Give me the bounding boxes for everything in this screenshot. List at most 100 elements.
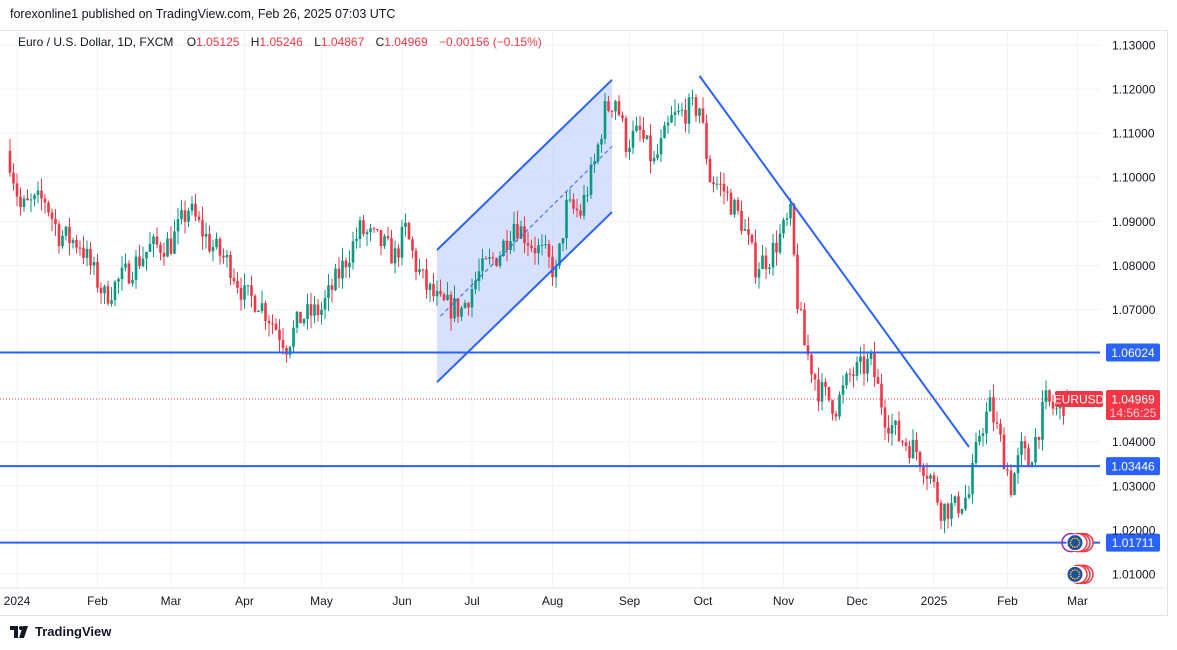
candle-body [708, 158, 712, 183]
candle-body [148, 244, 152, 252]
candle-body [439, 290, 442, 295]
candle-body [638, 125, 642, 130]
candle-body [750, 234, 754, 243]
candle-body [859, 356, 862, 362]
candle-body [460, 307, 463, 317]
candle-body [488, 257, 491, 259]
candle-body [201, 219, 204, 237]
x-tick-label: Jul [464, 594, 479, 608]
candle-body [712, 182, 715, 184]
candle-body [652, 158, 656, 162]
candle-body [964, 497, 967, 510]
symbol-name[interactable]: Euro / U.S. Dollar, 1D, FXCM [18, 35, 174, 49]
candle-body [477, 271, 481, 281]
candle-body [883, 407, 887, 428]
candle-body [999, 423, 1002, 435]
close-value: 1.04969 [384, 35, 428, 49]
candle-body [974, 441, 978, 464]
y-tick-label: 1.02000 [1112, 523, 1156, 537]
candle-body [435, 290, 439, 297]
chart-frame [0, 30, 1168, 616]
candle-body [78, 247, 82, 249]
candle-body [369, 228, 372, 233]
candle-body [950, 502, 953, 519]
candle-body [901, 440, 904, 443]
candle-body [610, 110, 614, 112]
candle-body [470, 289, 474, 308]
candle-body [134, 256, 138, 280]
bar-countdown: 14:56:25 [1110, 406, 1157, 420]
candle-body [169, 238, 173, 254]
candle-body [957, 496, 960, 514]
candle-body [260, 303, 264, 312]
candle-body [572, 199, 575, 209]
x-tick-label: Nov [773, 594, 794, 608]
candle-body [834, 413, 838, 417]
candle-body [558, 243, 561, 266]
candle-body [621, 115, 624, 119]
candle-body [869, 351, 873, 359]
candle-body [232, 277, 236, 281]
candle-body [992, 397, 995, 423]
candle-body [449, 294, 453, 319]
candle-body [761, 255, 764, 270]
y-tick-label: 1.04000 [1112, 435, 1156, 449]
low-value: 1.04867 [320, 35, 365, 49]
eu-star-icon [1074, 537, 1076, 539]
candle-body [1016, 455, 1020, 474]
candle-body [29, 199, 33, 201]
candle-body [267, 320, 271, 324]
candle-body [995, 422, 999, 424]
candle-body [26, 198, 29, 201]
candle-body [687, 97, 691, 124]
candle-body [316, 304, 320, 315]
x-tick-label: Feb [997, 594, 1018, 608]
candle-body [302, 319, 306, 324]
candle-body [383, 236, 386, 247]
eu-star-icon [1078, 575, 1080, 578]
channel-lower-line [436, 211, 613, 383]
candle-body [600, 138, 603, 145]
candle-body [918, 452, 922, 467]
candle-body [453, 298, 456, 319]
candle-body [327, 285, 330, 299]
tradingview-brand[interactable]: TradingView [35, 624, 112, 639]
candle-body [897, 420, 901, 441]
candle-body [1034, 437, 1037, 463]
candle-body [12, 172, 15, 184]
candle-body [1055, 408, 1058, 410]
candle-body [379, 230, 383, 247]
candle-body [113, 281, 117, 301]
candle-body [1062, 400, 1065, 416]
candle-body [862, 356, 866, 374]
candle-body [43, 198, 47, 203]
candle-body [740, 210, 743, 231]
candle-body [586, 194, 589, 196]
candle-body [376, 228, 379, 231]
candle-body [1048, 390, 1051, 402]
eu-star-icon [1076, 537, 1079, 540]
footer: TradingView [10, 624, 111, 639]
x-tick-label: 2024 [4, 594, 31, 608]
candle-body [537, 245, 540, 254]
candle-body [887, 427, 890, 434]
candle-body [894, 420, 897, 426]
publish-info: forexonline1 published on TradingView.co… [10, 7, 396, 21]
candle-body [547, 244, 551, 257]
candle-body [1027, 448, 1030, 468]
candle-body [806, 345, 810, 355]
candle-body [120, 267, 124, 280]
candle-body [530, 245, 533, 249]
candle-body [491, 257, 495, 259]
candle-body [222, 255, 225, 258]
candle-body [306, 304, 309, 320]
level-price-label-bg [1106, 343, 1160, 362]
eu-star-icon [1078, 571, 1080, 573]
candle-body [603, 101, 607, 139]
candle-body [516, 223, 519, 239]
candle-body [988, 397, 992, 412]
candle-body [173, 231, 176, 254]
candle-body [799, 309, 803, 311]
candle-body [64, 226, 68, 236]
